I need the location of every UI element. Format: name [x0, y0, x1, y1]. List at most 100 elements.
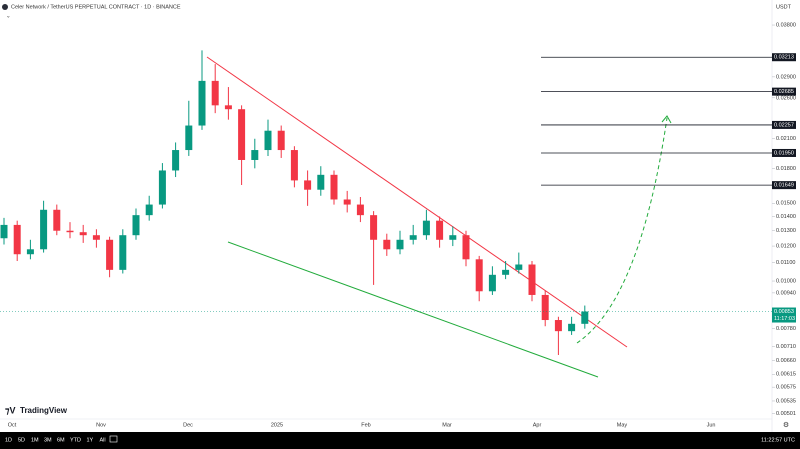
settings-icon[interactable]: ⚙ — [783, 421, 789, 429]
x-tick-label: Nov — [96, 422, 106, 428]
collapse[interactable]: ⌄ — [6, 13, 11, 19]
range-button[interactable]: 6M — [57, 437, 65, 443]
candle-body — [449, 235, 457, 240]
candle-body — [145, 204, 153, 216]
candle-body — [370, 215, 378, 240]
candle-body — [502, 269, 510, 275]
candle-body — [568, 323, 576, 332]
candle-body — [92, 235, 100, 240]
candle-body — [541, 294, 549, 321]
date-range-icon[interactable] — [109, 435, 118, 443]
y-tick-label: 0.02100 — [776, 136, 796, 142]
candle-body — [317, 174, 325, 190]
candle-body — [475, 259, 483, 292]
level-label-box — [772, 87, 796, 96]
y-tick-label: 0.03800 — [776, 22, 796, 28]
y-tick-label: 0.01200 — [776, 244, 796, 250]
toolbar — [0, 432, 800, 449]
level-label-box — [772, 148, 796, 157]
projection-arrow — [576, 117, 668, 344]
candle-body — [277, 130, 285, 151]
y-tick-label: 0.02900 — [776, 74, 796, 80]
candle-body — [343, 199, 351, 205]
range-button[interactable]: All — [100, 437, 106, 443]
level-label: 0.03213 — [774, 55, 794, 61]
candle-body — [26, 249, 34, 255]
candle-body — [53, 209, 61, 231]
candle-body — [528, 264, 536, 295]
logo-mark: ⁊V — [5, 405, 15, 415]
symbol-icon — [2, 4, 8, 10]
candle-body — [66, 230, 74, 233]
y-tick-label: 0.01000 — [776, 278, 796, 284]
range-button[interactable]: YTD — [70, 437, 81, 443]
y-tick-label: 0.00501 — [776, 411, 796, 417]
candle-body — [488, 274, 496, 292]
level-label-box — [772, 53, 796, 62]
y-tick-label: 0.00615 — [776, 372, 796, 378]
x-tick-label: Feb — [361, 422, 370, 428]
level-label-box — [772, 120, 796, 129]
arrow-head — [661, 115, 672, 124]
y-tick-label: 0.01500 — [776, 201, 796, 207]
candle-body — [304, 180, 312, 190]
candle-body — [356, 204, 364, 216]
range-button[interactable]: 5D — [18, 437, 25, 443]
candle-body — [330, 174, 338, 200]
y-tick-label: 0.00940 — [776, 290, 796, 296]
candle-body — [224, 105, 232, 110]
candle-body — [238, 109, 246, 160]
candle-body — [158, 170, 166, 205]
y-tick-label: 0.00575 — [776, 385, 796, 391]
y-tick-label: 0.01300 — [776, 228, 796, 234]
price-label: 0.00853 — [774, 309, 794, 315]
candle-body — [251, 150, 259, 160]
candle-body — [409, 235, 417, 240]
candle-body — [422, 220, 430, 236]
x-tick-label: May — [617, 422, 628, 428]
range-button[interactable]: 1D — [5, 437, 12, 443]
level-label: 0.01950 — [774, 150, 794, 156]
candle-body — [132, 215, 140, 236]
candle-body — [264, 130, 272, 151]
y-tick-label: 0.02600 — [776, 95, 796, 101]
price-label-box — [772, 307, 796, 323]
range-button[interactable]: 3M — [44, 437, 52, 443]
range-button[interactable]: 1M — [31, 437, 39, 443]
candle-body — [198, 80, 206, 126]
candle-body — [0, 224, 8, 239]
x-tick-label: Jun — [707, 422, 716, 428]
x-tick-label: Oct — [8, 422, 17, 428]
candle-body — [462, 235, 470, 260]
y-tick-label: 0.00660 — [776, 358, 796, 364]
x-tick-label: Apr — [533, 422, 542, 428]
candle-body — [119, 235, 127, 270]
y-tick-label: 0.00780 — [776, 326, 796, 332]
candle-body — [396, 239, 404, 250]
y-tick-label: 0.01400 — [776, 214, 796, 220]
candle-body — [436, 220, 444, 240]
level-label-box — [772, 181, 796, 190]
clock: 11:22:57 UTC — [761, 437, 795, 443]
chart-title: Celer Network / TetherUS PERPETUAL CONTR… — [11, 4, 181, 10]
support-trendline — [227, 241, 599, 378]
candle-body — [581, 311, 589, 324]
candle-body — [383, 239, 391, 250]
y-tick-label: 0.00710 — [776, 344, 796, 350]
candle-body — [40, 209, 48, 250]
x-tick-label: Dec — [183, 422, 193, 428]
y-tick-label: 0.01100 — [776, 260, 795, 266]
brand-logo: ⁊V TradingView — [5, 405, 68, 415]
countdown: 11:17:03 — [774, 316, 795, 322]
y-tick-label: 0.01800 — [776, 166, 796, 172]
candle-body — [185, 125, 193, 151]
x-tick-label: 2025 — [271, 422, 283, 428]
y-tick-label: 0.00535 — [776, 398, 796, 404]
range-button[interactable]: 1Y — [87, 437, 94, 443]
candle-body — [106, 239, 114, 270]
candle-body — [172, 150, 180, 171]
brand: TradingView — [20, 406, 68, 415]
candle-body — [290, 150, 298, 181]
